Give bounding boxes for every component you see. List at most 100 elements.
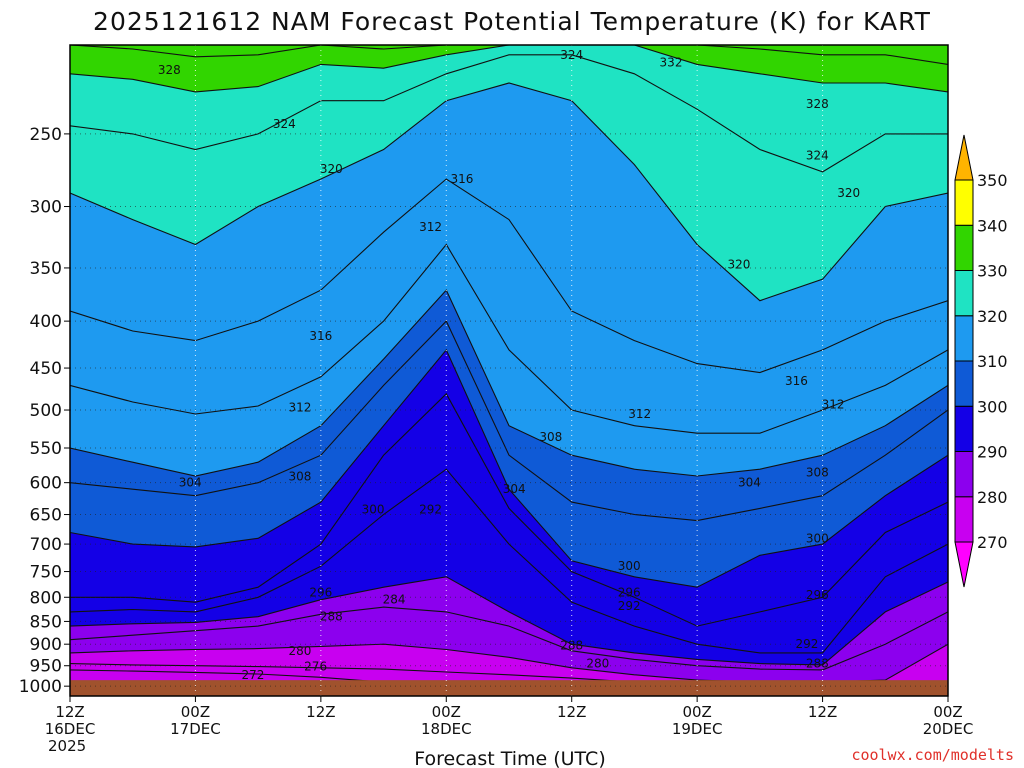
contour-label: 308 bbox=[288, 470, 311, 484]
x-tick-label: 12Z bbox=[55, 703, 84, 721]
contour-332 bbox=[70, 45, 948, 65]
x-tick-label: 19DEC bbox=[672, 720, 723, 738]
x-axis-label: Forecast Time (UTC) bbox=[414, 748, 605, 768]
x-tick-label: 16DEC bbox=[45, 720, 96, 738]
contour-324 bbox=[70, 54, 948, 173]
contour-320 bbox=[70, 82, 948, 302]
colorbar-level-label: 350 bbox=[977, 171, 1008, 190]
contour-label: 312 bbox=[628, 407, 651, 421]
x-tick-label: 00Z bbox=[181, 703, 210, 721]
x-tick-label: 00Z bbox=[432, 703, 461, 721]
contour-label: 284 bbox=[383, 593, 406, 607]
x-tick-label: 00Z bbox=[933, 703, 962, 721]
contour-label: 320 bbox=[837, 186, 860, 200]
contour-label: 276 bbox=[304, 660, 327, 674]
contour-label: 328 bbox=[158, 63, 181, 77]
y-tick-label: 400 bbox=[30, 312, 62, 332]
x-tick-label: 18DEC bbox=[421, 720, 472, 738]
colorbar-legend: 270 280 290 300 310 320 330 340 350 bbox=[954, 134, 1008, 588]
contour-312 bbox=[70, 243, 948, 434]
contour-label: 304 bbox=[503, 482, 526, 496]
chart-title: 2025121612 NAM Forecast Potential Temper… bbox=[93, 7, 931, 36]
y-tick-label: 750 bbox=[30, 563, 62, 583]
contour-label: 324 bbox=[273, 117, 296, 131]
contour-296 bbox=[70, 392, 948, 627]
contour-label: 288 bbox=[560, 639, 583, 653]
colorbar-segment bbox=[954, 270, 974, 317]
colorbar-level-label: 320 bbox=[977, 307, 1008, 326]
x-tick-label: 12Z bbox=[808, 703, 837, 721]
contour-label: 296 bbox=[806, 588, 829, 602]
contour-300 bbox=[70, 348, 948, 588]
x-tick-label: 00Z bbox=[682, 703, 711, 721]
y-tick-label: 600 bbox=[30, 474, 62, 494]
colorbar-level-label: 270 bbox=[977, 533, 1008, 552]
y-axis-pressure: 250 300 350 400 450 500 550 600 650 700 750 800 850 9… bbox=[19, 125, 70, 697]
y-tick-label: 450 bbox=[30, 359, 62, 379]
contour-label: 320 bbox=[727, 258, 750, 272]
contour-label: 292 bbox=[618, 599, 641, 613]
contour-316 bbox=[70, 178, 948, 374]
contour-label: 272 bbox=[241, 668, 264, 682]
band-328 bbox=[70, 45, 948, 92]
colorbar-level-label: 340 bbox=[977, 216, 1008, 235]
y-tick-label: 250 bbox=[30, 125, 62, 145]
colorbar-level-label: 330 bbox=[977, 262, 1008, 281]
contour-label: 280 bbox=[586, 657, 609, 671]
y-tick-label: 900 bbox=[30, 635, 62, 655]
y-tick-label: 300 bbox=[30, 198, 62, 218]
contour-label: 316 bbox=[785, 374, 808, 388]
contour-label: 304 bbox=[179, 476, 202, 490]
colorbar-top-arrow bbox=[954, 134, 974, 181]
colorbar-level-label: 290 bbox=[977, 443, 1008, 462]
contour-292 bbox=[70, 468, 948, 654]
contour-label: 288 bbox=[806, 657, 829, 671]
credit-text: coolwx.com/modelts bbox=[851, 746, 1014, 764]
x-tick-label: 12Z bbox=[306, 703, 335, 721]
band-324 bbox=[70, 45, 948, 172]
colorbar-segment bbox=[954, 179, 974, 226]
contour-label: 316 bbox=[451, 172, 474, 186]
colorbar-level-label: 280 bbox=[977, 488, 1008, 507]
colorbar-level-label: 310 bbox=[977, 352, 1008, 371]
contour-label: 300 bbox=[806, 531, 829, 545]
y-tick-label: 700 bbox=[30, 535, 62, 555]
x-tick-label: 17DEC bbox=[170, 720, 221, 738]
contour-284 bbox=[70, 606, 948, 671]
contour-304 bbox=[70, 320, 948, 522]
contour-label: 324 bbox=[806, 149, 829, 163]
colorbar-segment bbox=[954, 405, 974, 452]
contour-label: 304 bbox=[738, 476, 761, 490]
contour-308 bbox=[70, 289, 948, 477]
x-tick-label: 20DEC bbox=[923, 720, 974, 738]
contour-label: 288 bbox=[320, 610, 343, 624]
contour-label: 312 bbox=[419, 220, 442, 234]
contour-label: 328 bbox=[806, 97, 829, 111]
contour-label: 312 bbox=[288, 401, 311, 415]
contour-label: 308 bbox=[806, 466, 829, 480]
y-tick-label: 550 bbox=[30, 439, 62, 459]
ground-surface bbox=[70, 680, 948, 696]
colorbar-segment bbox=[954, 451, 974, 498]
contour-label: 292 bbox=[795, 637, 818, 651]
colorbar-segment bbox=[954, 224, 974, 271]
colorbar-segment bbox=[954, 315, 974, 362]
contour-label: 332 bbox=[660, 56, 683, 70]
contour-label: 300 bbox=[618, 559, 641, 573]
colorbar-level-label: 300 bbox=[977, 397, 1008, 416]
contour-label: 308 bbox=[539, 430, 562, 444]
contour-label: 300 bbox=[362, 503, 385, 517]
contour-label: 324 bbox=[560, 48, 583, 62]
filled-contour-bands bbox=[70, 45, 948, 696]
y-tick-label: 1000 bbox=[19, 677, 62, 697]
contour-328 bbox=[70, 45, 948, 93]
contour-label: 292 bbox=[419, 503, 442, 517]
gridlines bbox=[70, 45, 948, 696]
y-tick-label: 950 bbox=[30, 657, 62, 677]
y-tick-label: 650 bbox=[30, 506, 62, 526]
contour-label: 312 bbox=[822, 397, 845, 411]
y-tick-label: 350 bbox=[30, 259, 62, 279]
x-tick-label: 12Z bbox=[557, 703, 586, 721]
